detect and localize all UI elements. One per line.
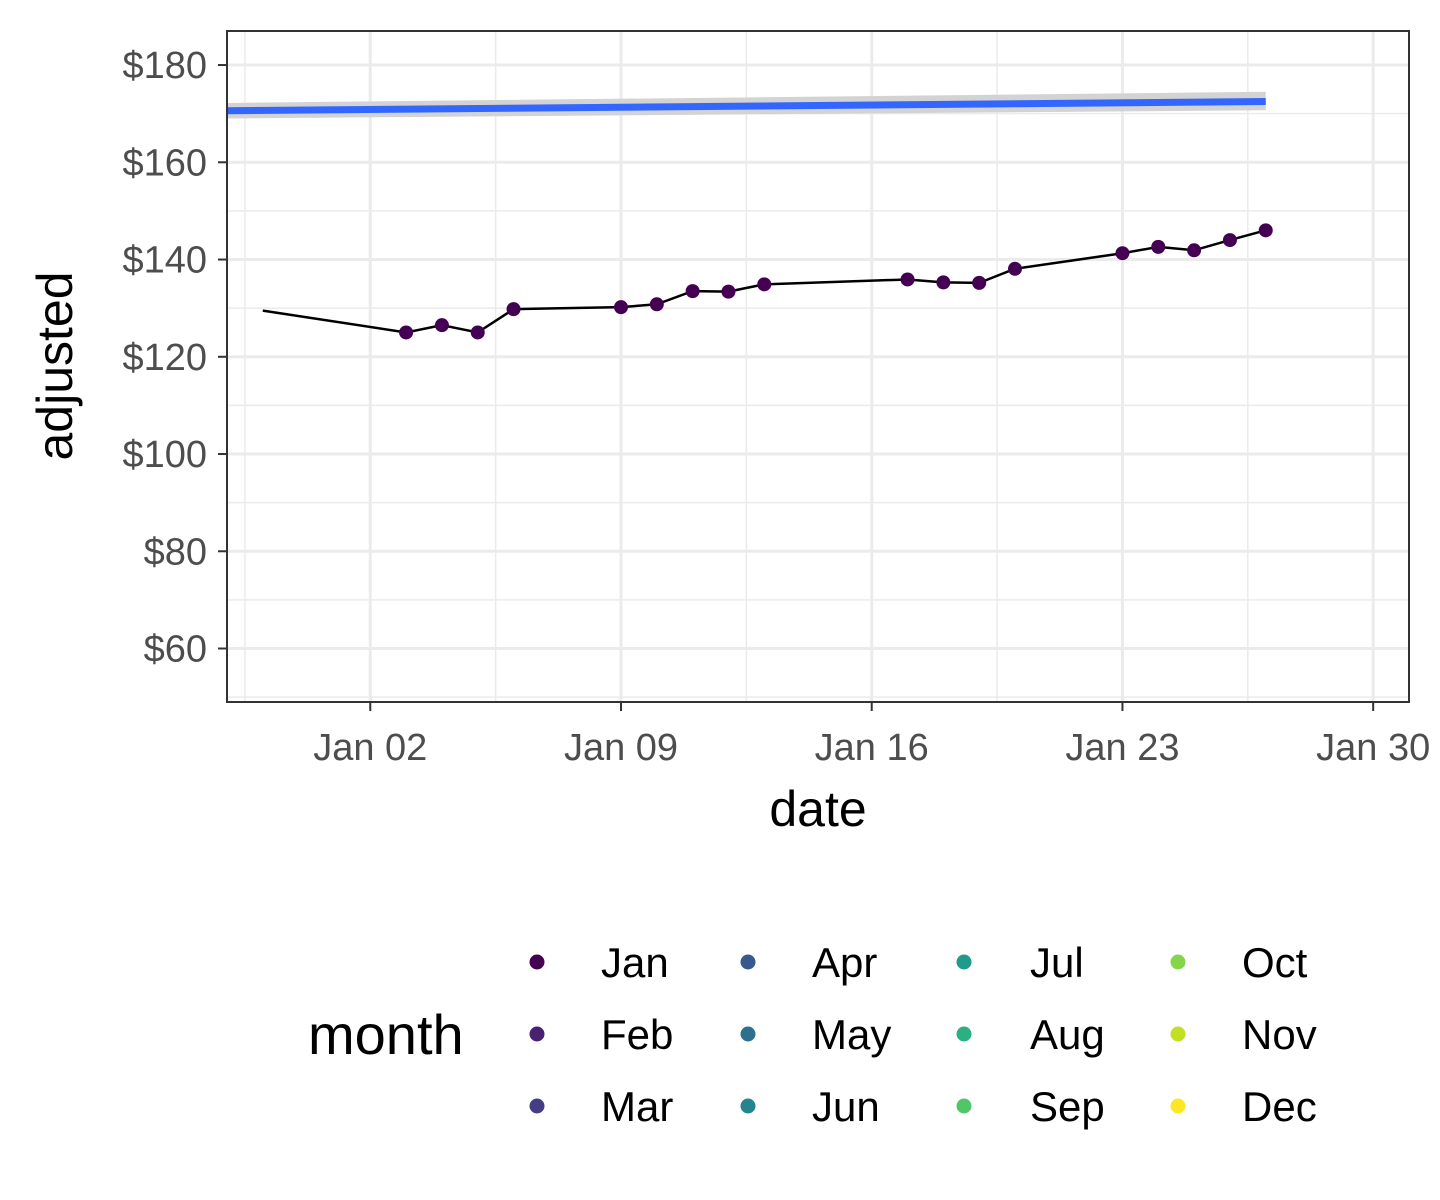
- legend-label-apr: Apr: [812, 939, 877, 986]
- legend-label-may: May: [812, 1011, 891, 1058]
- x-tick-label: Jan 09: [564, 727, 678, 769]
- y-axis-title: adjusted: [27, 271, 83, 460]
- data-point: [1008, 261, 1022, 276]
- x-tick-label: Jan 23: [1065, 727, 1179, 769]
- data-point: [1222, 233, 1237, 248]
- grid: [227, 31, 1409, 702]
- panel-border: [226, 30, 1410, 703]
- legend-key-sep: [956, 1098, 972, 1114]
- data-point: [972, 275, 987, 290]
- data-point: [649, 297, 664, 312]
- x-axis-title: date: [769, 781, 866, 837]
- legend-key-apr: [740, 954, 756, 970]
- x-axis: Jan 02 Jan 09 Jan 16 Jan 23 Jan 30: [313, 702, 1430, 769]
- series-layer: [227, 98, 1273, 340]
- legend-key-jan: [529, 954, 545, 970]
- y-tick-label: $180: [122, 45, 207, 87]
- x-tick-label: Jan 30: [1316, 727, 1430, 769]
- legend-title: month: [308, 1003, 464, 1066]
- data-point: [1151, 239, 1166, 254]
- data-point: [936, 275, 951, 290]
- legend-label-dec: Dec: [1242, 1083, 1317, 1130]
- y-tick-label: $120: [122, 337, 207, 379]
- data-point: [506, 302, 521, 317]
- legend-key-jul: [956, 954, 972, 970]
- legend-key-may: [740, 1026, 756, 1042]
- legend-label-nov: Nov: [1242, 1011, 1317, 1058]
- legend-label-feb: Feb: [601, 1011, 673, 1058]
- legend-key-dec: [1170, 1098, 1186, 1114]
- legend-label-sep: Sep: [1030, 1083, 1105, 1130]
- legend-key-mar: [529, 1098, 545, 1114]
- y-tick-label: $160: [122, 142, 207, 184]
- legend-key-feb: [529, 1026, 545, 1042]
- data-point: [470, 325, 485, 340]
- data-point: [1115, 246, 1130, 261]
- data-point: [757, 277, 772, 292]
- data-point: [685, 284, 700, 299]
- y-axis: $60 $80 $100 $120 $140 $160 $180: [122, 45, 227, 671]
- legend-label-aug: Aug: [1030, 1011, 1105, 1058]
- y-tick-label: $60: [144, 629, 207, 671]
- y-tick-label: $100: [122, 434, 207, 476]
- x-tick-label: Jan 02: [313, 727, 427, 769]
- y-tick-label: $140: [122, 240, 207, 282]
- data-point: [434, 318, 449, 333]
- legend-key-oct: [1170, 954, 1186, 970]
- legend-key-jun: [740, 1098, 756, 1114]
- legend-label-mar: Mar: [601, 1083, 673, 1130]
- legend-label-oct: Oct: [1242, 939, 1308, 986]
- data-point: [614, 300, 628, 315]
- legend-label-jan: Jan: [601, 939, 669, 986]
- legend-label-jun: Jun: [812, 1083, 880, 1130]
- y-tick-label: $80: [144, 531, 207, 573]
- data-point: [1187, 243, 1202, 258]
- data-point: [399, 325, 414, 340]
- data-point: [721, 284, 736, 299]
- trend-line: [227, 98, 1266, 115]
- legend-label-jul: Jul: [1030, 939, 1084, 986]
- x-tick-label: Jan 16: [815, 727, 929, 769]
- data-point: [900, 272, 915, 287]
- legend: month Jan Feb Mar Apr May Jun Jul Aug Sep Oct Nov D…: [308, 939, 1317, 1130]
- legend-key-nov: [1170, 1026, 1186, 1042]
- legend-key-aug: [956, 1026, 972, 1042]
- data-point: [1258, 223, 1273, 238]
